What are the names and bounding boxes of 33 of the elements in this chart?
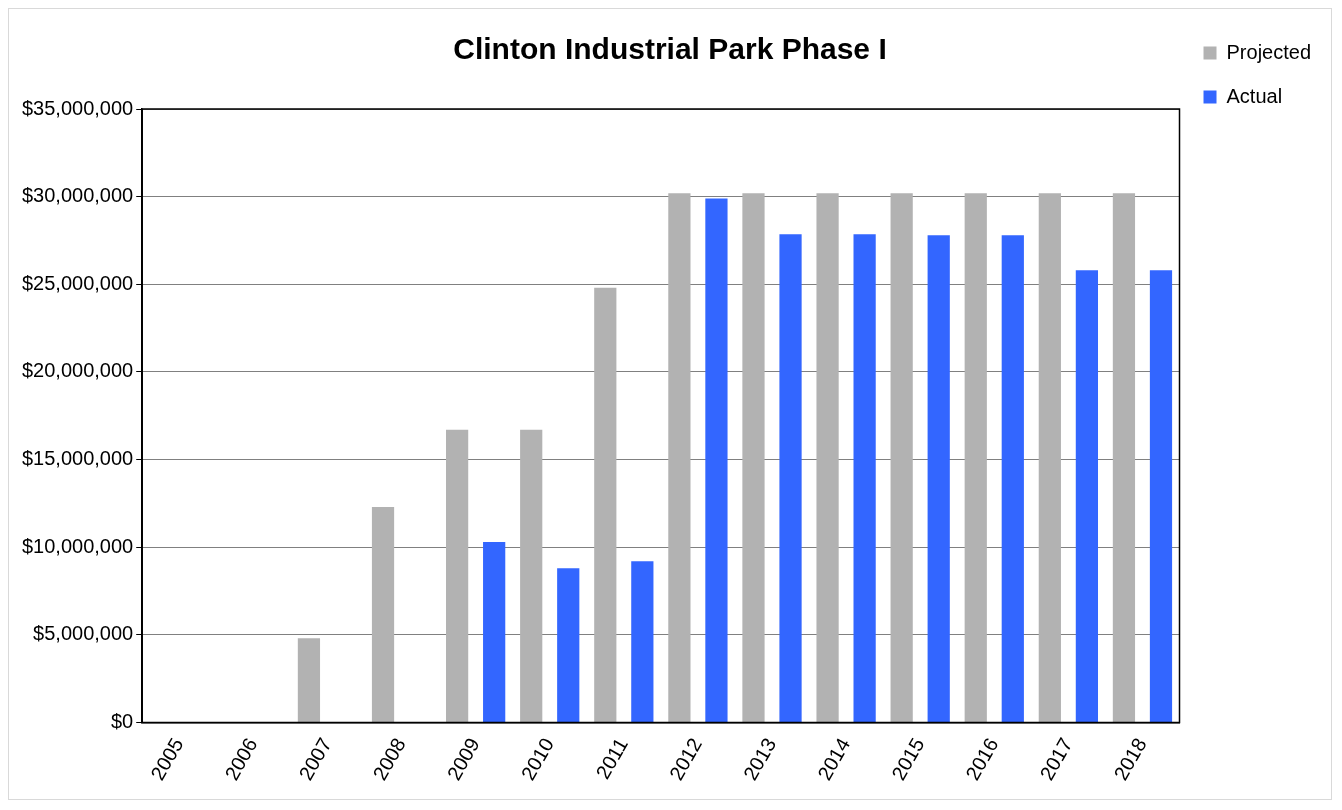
bar: [1038, 193, 1061, 722]
y-tick-label: $35,000,000: [21, 96, 134, 119]
bar: [816, 193, 839, 722]
bar: [853, 234, 876, 722]
bar: [1075, 270, 1099, 722]
bar: [483, 541, 506, 722]
bar: [446, 429, 469, 722]
bar: [1001, 235, 1024, 722]
legend-label: Actual: [1226, 84, 1283, 107]
y-tick-label: $0: [110, 709, 134, 732]
bar: [631, 561, 654, 722]
y-tick-label: $5,000,000: [33, 622, 134, 645]
y-tick-label: $25,000,000: [21, 271, 134, 294]
bar: [297, 638, 321, 722]
legend-label: Projected: [1226, 40, 1312, 63]
bar: [705, 198, 728, 722]
y-tick-label: $10,000,000: [21, 534, 134, 557]
bar: [371, 506, 395, 722]
bar: [779, 234, 802, 722]
chart-title: Clinton Industrial Park Phase I: [453, 32, 887, 66]
bar: [668, 193, 691, 722]
bar: [557, 568, 580, 722]
y-tick-label: $20,000,000: [21, 359, 134, 382]
bar: [594, 287, 617, 722]
bar: [1149, 270, 1173, 722]
y-tick-label: $30,000,000: [21, 184, 134, 207]
bar: [742, 193, 765, 722]
bar: [1112, 193, 1136, 722]
bar: [520, 429, 543, 722]
bar: [927, 235, 950, 722]
bar: [964, 193, 987, 722]
y-tick-label: $15,000,000: [21, 447, 134, 470]
bar: [890, 193, 913, 722]
